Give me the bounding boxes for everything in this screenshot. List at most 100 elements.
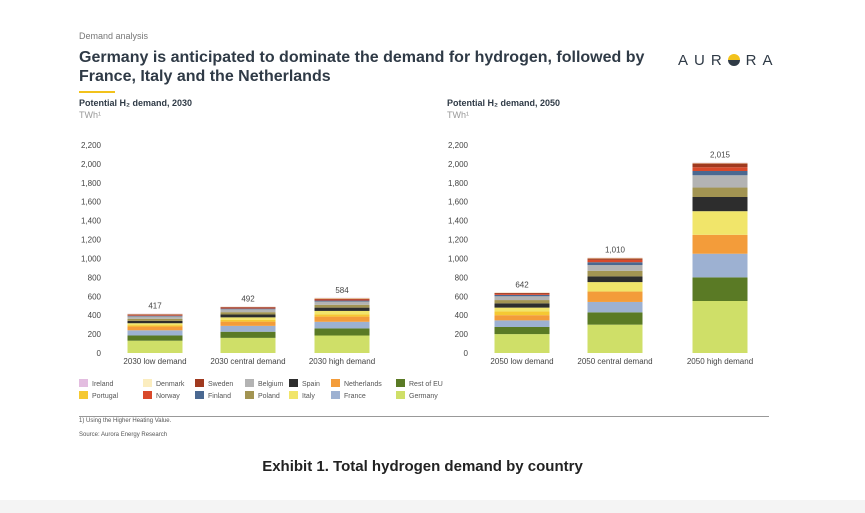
bar-segment-finland [692, 171, 748, 176]
legend-item-denmark: Denmark [143, 379, 184, 388]
chart-2030-title: Potential H₂ demand, 2030 [79, 98, 193, 108]
legend-swatch [331, 391, 340, 399]
legend-item-ireland: Ireland [79, 379, 113, 388]
y-tick-label-2030: 1,800 [81, 179, 102, 188]
x-category-label: 2030 high demand [309, 357, 375, 366]
legend-swatch [289, 391, 298, 399]
page-title: Germany is anticipated to dominate the d… [79, 49, 645, 85]
y-tick-label-2030: 1,600 [81, 198, 102, 207]
y-tick-label-2030: 1,400 [81, 217, 102, 226]
bar-segment-sweden [314, 298, 370, 300]
bar-segment-finland [494, 294, 550, 297]
footnote: 1) Using the Higher Heating Value. [79, 418, 172, 424]
legend-item-belgium: Belgium [245, 379, 283, 388]
legend-swatch [396, 391, 405, 399]
x-category-label: 2050 high demand [687, 357, 753, 366]
bar-total-label: 584 [335, 286, 349, 295]
bar-segment-spain [314, 307, 370, 311]
bar-segment-portugal [220, 319, 276, 322]
legend-item-sweden: Sweden [195, 379, 233, 388]
bar-segment-france [692, 253, 748, 278]
legend-label: Poland [258, 393, 280, 400]
chart-2050-unit: TWh¹ [447, 110, 469, 120]
bar-segment-rest-of-eu [494, 327, 550, 335]
bar-segment-spain [494, 303, 550, 308]
bar-segment-poland [494, 300, 550, 304]
bar-segment-sweden [494, 292, 550, 294]
y-tick-label-2030: 2,000 [81, 160, 102, 169]
bar-segment-poland [314, 304, 370, 308]
footer-divider [79, 416, 769, 417]
bar-segment-sweden [127, 314, 183, 315]
legend-swatch [331, 379, 340, 387]
bar-segment-belgium [127, 316, 183, 319]
legend-label: Sweden [208, 381, 234, 388]
bar-segment-spain [692, 197, 748, 212]
legend-item-germany: Germany [396, 391, 438, 400]
bar-segment-norway [587, 259, 643, 263]
bar-segment-norway [127, 314, 183, 316]
bar-segment-rest-of-eu [220, 331, 276, 338]
bottom-band [0, 500, 865, 513]
bar-segment-netherlands [692, 234, 748, 254]
legend-item-portugal: Portugal [79, 391, 118, 400]
bar-segment-germany [494, 334, 550, 353]
legend-swatch [195, 379, 204, 387]
bar-segment-denmark [314, 297, 370, 299]
y-tick-label-2050: 200 [455, 330, 469, 339]
x-category-label: 2030 low demand [123, 357, 186, 366]
bar-segment-poland [127, 318, 183, 321]
bar-segment-finland [127, 315, 183, 317]
bar-segment-spain [587, 276, 643, 283]
legend-swatch [245, 391, 254, 399]
aurora-logo: AUR RA [678, 52, 779, 69]
bar-segment-france [587, 301, 643, 313]
legend-label: Germany [409, 393, 438, 400]
legend-item-finland: Finland [195, 391, 231, 400]
bar-segment-sweden [587, 258, 643, 260]
bar-segment-norway [314, 299, 370, 301]
bar-segment-denmark [587, 257, 643, 259]
bar-segment-rest-of-eu [314, 328, 370, 336]
bar-segment-finland [220, 308, 276, 310]
legend-label: Belgium [258, 381, 284, 388]
legend-label: Portugal [92, 393, 119, 400]
legend-label: Norway [156, 393, 180, 400]
bar-segment-portugal [314, 314, 370, 317]
y-tick-label-2050: 800 [455, 273, 469, 282]
logo-text-start: AUR [678, 52, 728, 69]
legend-label: Ireland [92, 381, 114, 388]
bar-total-label: 1,010 [605, 246, 626, 255]
legend-swatch [245, 379, 254, 387]
bar-segment-sweden [692, 163, 748, 168]
bar-segment-norway [494, 293, 550, 295]
legend-item-italy: Italy [289, 391, 315, 400]
bar-segment-italy [127, 323, 183, 326]
bar-segment-france [494, 320, 550, 327]
y-tick-label-2030: 1,000 [81, 254, 102, 263]
legend-label: Denmark [156, 381, 185, 388]
legend-label: Italy [302, 393, 315, 400]
bar-segment-rest-of-eu [587, 312, 643, 325]
bar-total-label: 492 [241, 294, 255, 303]
bar-segment-italy [220, 317, 276, 320]
y-tick-label-2050: 0 [464, 349, 469, 358]
legend-label: France [344, 393, 366, 400]
x-category-label: 2050 low demand [490, 357, 553, 366]
legend-swatch [143, 379, 152, 387]
bar-segment-finland [587, 262, 643, 266]
y-tick-label-2030: 600 [88, 292, 102, 301]
legend-swatch [79, 391, 88, 399]
bar-segment-poland [220, 312, 276, 315]
y-tick-label-2030: 400 [88, 311, 102, 320]
chart-2050-title: Potential H₂ demand, 2050 [447, 98, 561, 108]
bar-segment-france [220, 325, 276, 332]
legend-swatch [396, 379, 405, 387]
bar-total-label: 2,015 [710, 150, 731, 159]
bar-segment-denmark [692, 162, 748, 164]
legend-item-norway: Norway [143, 391, 180, 400]
bar-segment-rest-of-eu [692, 277, 748, 301]
bar-total-label: 417 [148, 302, 162, 311]
y-tick-label-2050: 1,400 [448, 217, 469, 226]
